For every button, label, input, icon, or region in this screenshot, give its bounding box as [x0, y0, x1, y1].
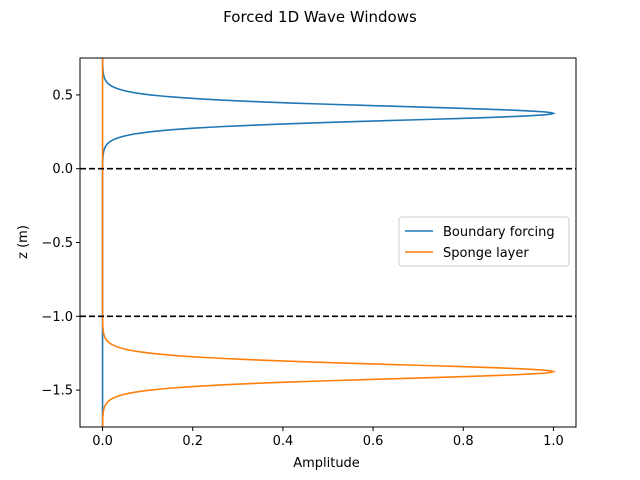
- y-tick-label: 0.5: [52, 88, 73, 103]
- x-tick-label: 0.4: [273, 434, 294, 449]
- x-tick-label: 1.0: [543, 434, 564, 449]
- y-tick-label: −1.5: [41, 384, 73, 399]
- y-tick-label: −1.0: [41, 310, 73, 325]
- x-tick-label: 0.2: [182, 434, 203, 449]
- legend-frame: [398, 216, 570, 267]
- legend-label-boundary-forcing: Boundary forcing: [443, 225, 555, 240]
- x-tick-label: 0.8: [453, 434, 474, 449]
- legend: Boundary forcing Sponge layer: [398, 216, 570, 267]
- y-axis-label: z (m): [16, 225, 31, 259]
- x-tick-label: 0.0: [92, 434, 113, 449]
- plot-clip-group: [80, 58, 576, 427]
- x-axis-label: Amplitude: [293, 456, 360, 471]
- x-tick-label: 0.6: [363, 434, 384, 449]
- chart-title: Forced 1D Wave Windows: [223, 8, 417, 26]
- plot-area: 0.0 0.2 0.4 0.6 0.8 1.0 0.5 0.0 −0.5 −1.0 −1.5: [41, 57, 577, 449]
- legend-label-sponge-layer: Sponge layer: [443, 246, 529, 261]
- y-tick-label: 0.0: [52, 162, 73, 177]
- series-line-sponge-layer: [101, 58, 557, 427]
- y-tick-label: −0.5: [41, 236, 73, 251]
